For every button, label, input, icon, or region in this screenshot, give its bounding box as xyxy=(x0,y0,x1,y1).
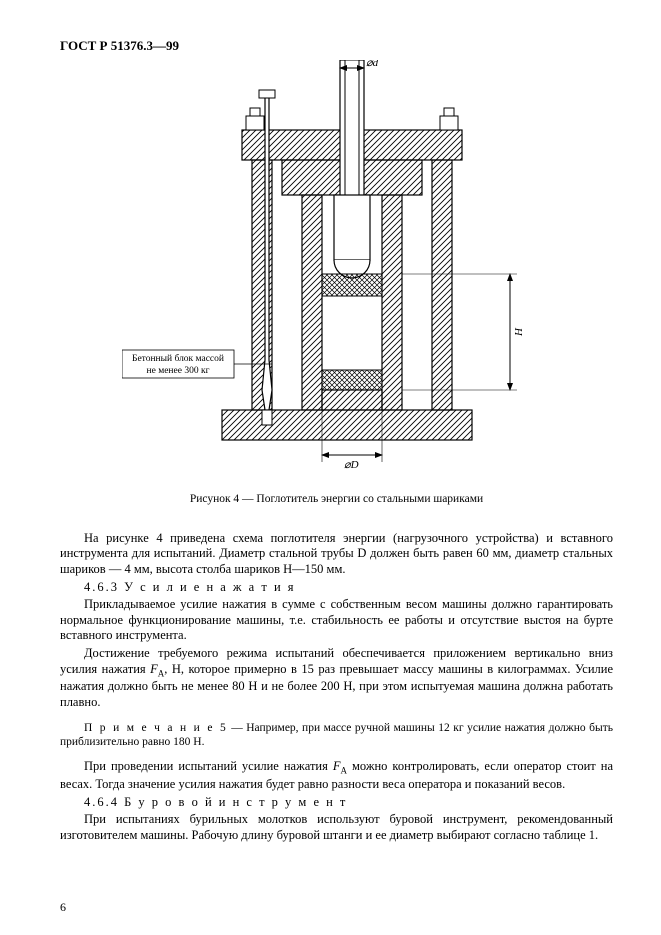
page: ГОСТ Р 51376.3—99 xyxy=(0,0,661,935)
callout-concrete-block: Бетонный блок массой не менее 300 кг xyxy=(122,350,272,378)
svg-text:H: H xyxy=(513,327,525,337)
svg-text:Бетонный блок массой: Бетонный блок массой xyxy=(132,353,224,364)
page-number: 6 xyxy=(60,900,66,915)
para-intro: На рисунке 4 приведена схема поглотителя… xyxy=(60,531,613,578)
para-scale: При проведении испытаний усилие нажатия … xyxy=(60,759,613,792)
figure-4: ⌀d ⌀D H Бетонный блок массой не менее 30… xyxy=(60,60,613,480)
para-drill-tool: При испытаниях бурильных молотков исполь… xyxy=(60,812,613,843)
figure-4-caption: Рисунок 4 — Поглотитель энергии со сталь… xyxy=(60,492,613,506)
para-force-2: Достижение требуемого режима испытаний о… xyxy=(60,646,613,711)
body-text: На рисунке 4 приведена схема поглотителя… xyxy=(60,531,613,844)
section-4-6-3: 4.6.3 У с и л и е н а ж а т и я xyxy=(60,580,613,596)
standard-code: ГОСТ Р 51376.3—99 xyxy=(60,38,613,54)
section-4-6-4: 4.6.4 Б у р о в о й и н с т р у м е н т xyxy=(60,795,613,811)
svg-text:⌀d: ⌀d xyxy=(366,60,379,69)
svg-text:⌀D: ⌀D xyxy=(344,459,359,471)
para-force-1: Прикладываемое усилие нажатия в сумме с … xyxy=(60,597,613,644)
note-5: П р и м е ч а н и е 5 — Например, при ма… xyxy=(60,721,613,750)
diagram-energy-absorber: ⌀d ⌀D H Бетонный блок массой не менее 30… xyxy=(122,60,552,480)
svg-text:не менее 300 кг: не менее 300 кг xyxy=(146,366,209,376)
